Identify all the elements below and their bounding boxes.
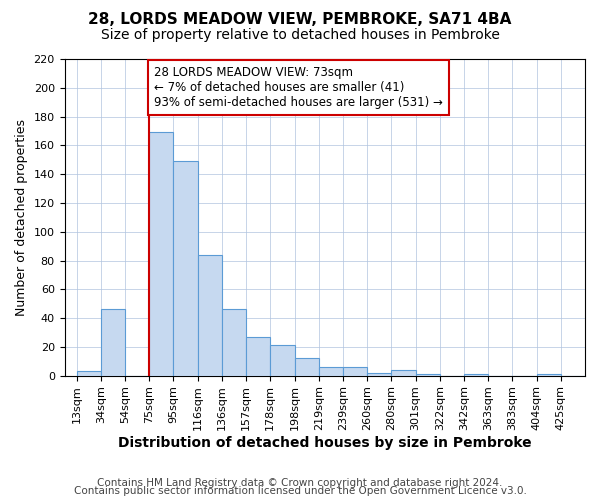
Bar [270,346,295,376]
Bar [77,372,101,376]
Bar [464,374,488,376]
Text: Size of property relative to detached houses in Pembroke: Size of property relative to detached ho… [101,28,499,42]
Text: 28 LORDS MEADOW VIEW: 73sqm
← 7% of detached houses are smaller (41)
93% of semi: 28 LORDS MEADOW VIEW: 73sqm ← 7% of deta… [154,66,443,109]
Y-axis label: Number of detached properties: Number of detached properties [15,119,28,316]
Bar [222,310,246,376]
Bar [319,367,343,376]
Text: 28, LORDS MEADOW VIEW, PEMBROKE, SA71 4BA: 28, LORDS MEADOW VIEW, PEMBROKE, SA71 4B… [88,12,512,28]
Bar [173,161,197,376]
Bar [246,337,270,376]
Bar [295,358,319,376]
Bar [149,132,173,376]
Bar [197,255,222,376]
Bar [416,374,440,376]
X-axis label: Distribution of detached houses by size in Pembroke: Distribution of detached houses by size … [118,436,532,450]
Text: Contains HM Land Registry data © Crown copyright and database right 2024.: Contains HM Land Registry data © Crown c… [97,478,503,488]
Bar [101,310,125,376]
Bar [391,370,416,376]
Text: Contains public sector information licensed under the Open Government Licence v3: Contains public sector information licen… [74,486,526,496]
Bar [536,374,561,376]
Bar [367,373,391,376]
Bar [343,367,367,376]
